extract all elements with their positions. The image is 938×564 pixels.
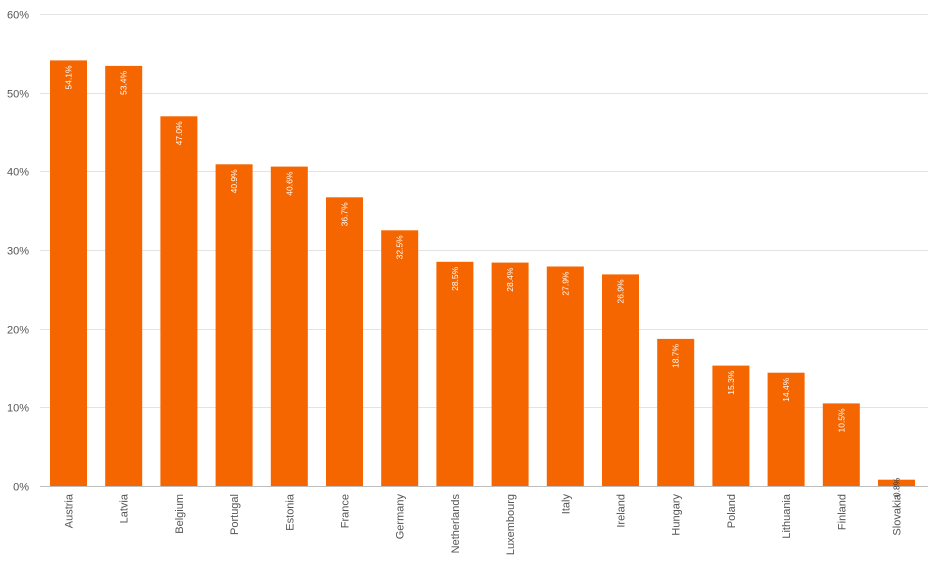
x-tick-label: Germany xyxy=(395,494,407,540)
y-tick-label: 20% xyxy=(7,325,29,337)
data-label: 26.9% xyxy=(616,279,626,304)
bar-austria xyxy=(50,60,87,487)
data-label: 40.6% xyxy=(284,171,294,196)
bar-france xyxy=(326,197,363,487)
x-tick-label: Luxembourg xyxy=(505,494,517,555)
y-tick-label: 50% xyxy=(7,89,29,101)
bar-portugal xyxy=(215,164,253,487)
bar-germany xyxy=(381,230,419,486)
data-label: 10.5% xyxy=(836,408,846,433)
data-label: 14.4% xyxy=(781,377,791,402)
x-tick-label: Estonia xyxy=(284,493,296,531)
data-label: 0.8% xyxy=(892,477,902,497)
bar-ireland xyxy=(602,274,639,486)
x-tick-label: Poland xyxy=(726,494,738,528)
x-tick-label: Hungary xyxy=(671,494,683,536)
data-label: 28.5% xyxy=(450,266,460,291)
data-label: 54.1% xyxy=(64,65,74,90)
bar-lithuania xyxy=(767,372,805,486)
bar-luxembourg xyxy=(491,262,529,486)
y-tick-label: 30% xyxy=(7,246,29,258)
x-tick-label: Slovakia xyxy=(892,493,904,535)
x-tick-label: Italy xyxy=(560,494,572,515)
data-labels: 54.1% 53.4% 47.0% 40.9% 40.6% 36.7% 32.5% 28.5%… xyxy=(64,65,902,497)
data-label: 27.9% xyxy=(560,271,570,296)
data-label: 47.0% xyxy=(174,121,184,146)
bar-netherlands xyxy=(436,261,474,486)
bar-estonia xyxy=(270,166,308,486)
data-label: 28.4% xyxy=(505,267,515,292)
x-tick-label: Austria xyxy=(64,493,76,528)
y-tick-label: 0% xyxy=(13,482,29,494)
bar-hungary xyxy=(657,338,695,486)
bar-slovakia xyxy=(878,479,915,486)
bar-italy xyxy=(546,266,584,486)
x-tick-label: Belgium xyxy=(174,494,186,534)
bar-finland xyxy=(822,403,860,486)
y-tick-label: 60% xyxy=(7,10,29,22)
data-label: 40.9% xyxy=(229,169,239,194)
y-tick-label: 40% xyxy=(7,167,29,179)
x-tick-label: Netherlands xyxy=(450,494,462,554)
x-tick-label: Portugal xyxy=(229,494,241,535)
data-label: 32.5% xyxy=(395,235,405,260)
data-label: 53.4% xyxy=(119,70,129,95)
bar-latvia xyxy=(105,65,143,487)
x-axis-ticks: Austria Latvia Belgium Portugal Estonia Franc… xyxy=(64,493,904,555)
bar-belgium xyxy=(160,116,198,487)
data-label: 36.7% xyxy=(340,202,350,227)
y-tick-label: 10% xyxy=(7,403,29,415)
x-tick-label: Finland xyxy=(836,494,848,530)
x-tick-label: Latvia xyxy=(119,493,131,523)
y-axis-ticks: 0% 10% 20% 30% 40% 50% 60% xyxy=(7,10,29,494)
x-tick-label: Lithuania xyxy=(781,493,793,539)
bars xyxy=(50,60,915,487)
data-label: 18.7% xyxy=(671,343,681,368)
x-tick-label: France xyxy=(340,494,352,528)
data-label: 15.3% xyxy=(726,370,736,395)
bar-poland xyxy=(712,365,750,486)
x-tick-label: Ireland xyxy=(616,494,628,528)
